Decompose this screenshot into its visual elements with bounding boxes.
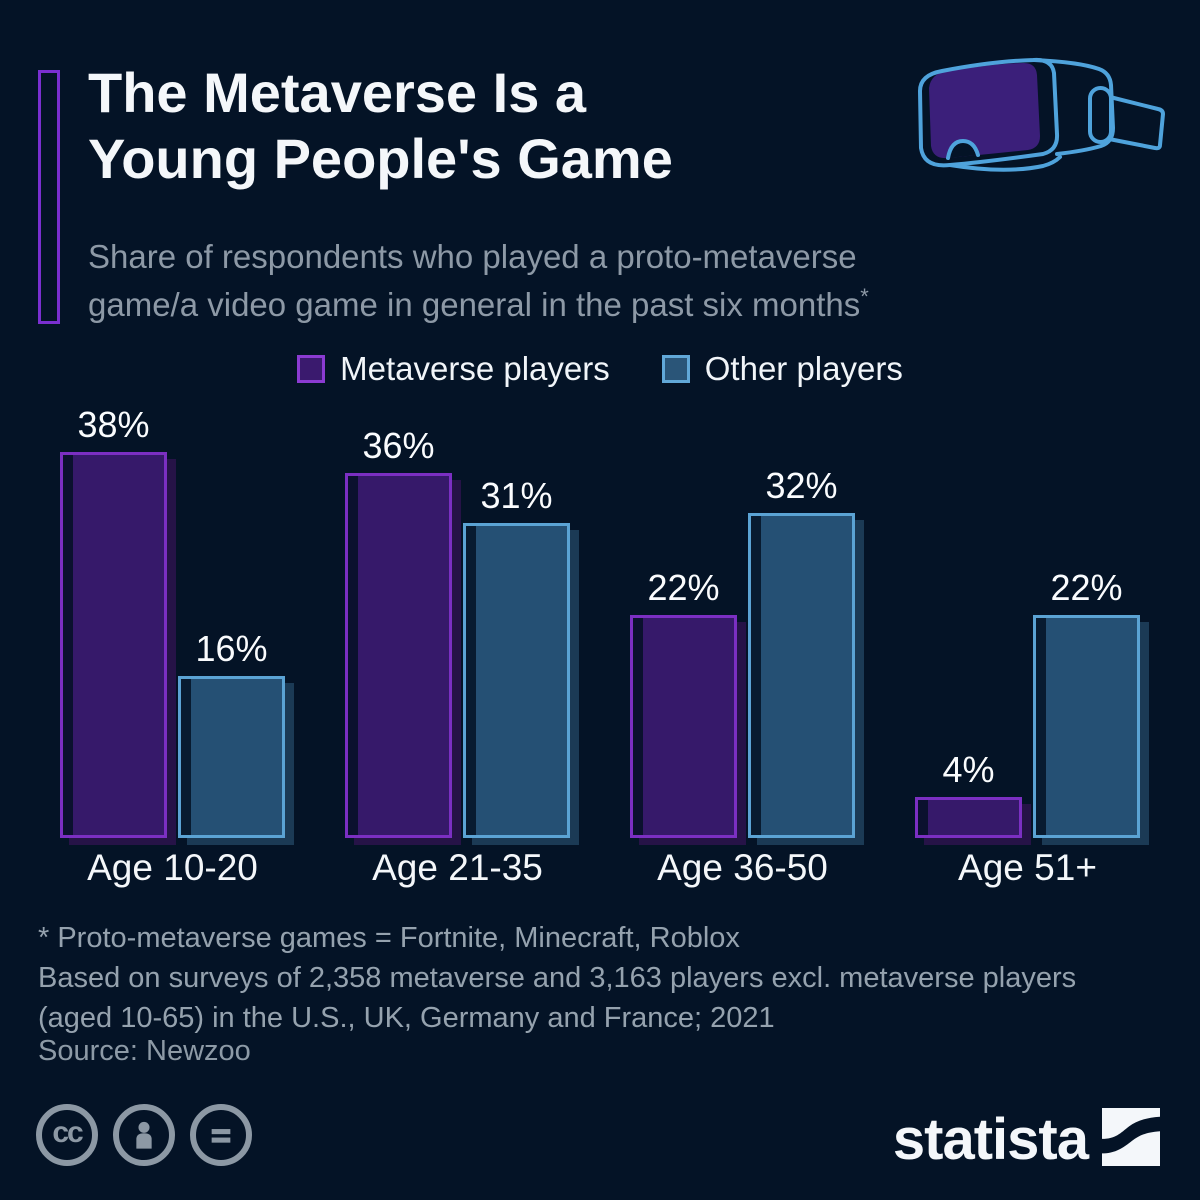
statista-logo: statista bbox=[893, 1108, 1160, 1171]
source-line: Source: Newzoo bbox=[38, 1035, 251, 1067]
bar-group: 4% 22% Age 51+ bbox=[915, 399, 1140, 889]
attribution-person-icon bbox=[113, 1104, 175, 1166]
footnote-line3: (aged 10-65) in the U.S., UK, Germany an… bbox=[38, 1002, 775, 1035]
bar-other-players bbox=[1033, 615, 1140, 838]
bar-value-label: 16% bbox=[195, 628, 268, 669]
no-derivatives-equals-icon bbox=[190, 1104, 252, 1166]
category-label: Age 10-20 bbox=[87, 847, 258, 888]
title-accent-rect bbox=[38, 70, 60, 324]
page-title-line2: Young People's Game bbox=[88, 126, 673, 190]
cc-icon: cc bbox=[36, 1104, 98, 1166]
bar-group: 36% 31% Age 21-35 bbox=[345, 399, 570, 889]
page-title-line1: The Metaverse Is a bbox=[88, 61, 587, 124]
category-label: Age 51+ bbox=[958, 847, 1097, 888]
legend-item-other-players: Other players bbox=[661, 350, 903, 388]
bar-value-label: 22% bbox=[647, 567, 720, 608]
category-label: Age 36-50 bbox=[657, 847, 828, 888]
statista-wave-icon bbox=[1102, 1108, 1160, 1171]
bar-group: 22% 32% Age 36-50 bbox=[630, 399, 855, 889]
legend-swatch-metaverse-players bbox=[297, 355, 326, 383]
bar-other-players bbox=[463, 523, 570, 838]
bar-value-label: 38% bbox=[77, 404, 150, 445]
chart-subtitle: Share of respondents who played a proto-… bbox=[88, 234, 869, 329]
bar-other-players bbox=[748, 513, 855, 838]
footnote-line2: Based on surveys of 2,358 metaverse and … bbox=[38, 962, 1077, 995]
license-icons: cc bbox=[36, 1104, 252, 1166]
bar-value-label: 22% bbox=[1050, 567, 1123, 608]
statista-logo-text: statista bbox=[892, 1106, 1089, 1172]
vr-headset-icon bbox=[893, 48, 1173, 218]
page-title: The Metaverse Is a Young People's Game bbox=[88, 60, 673, 191]
bar-other-players bbox=[178, 676, 285, 838]
bar-metaverse-players bbox=[60, 452, 167, 838]
bar-metaverse-players bbox=[915, 797, 1022, 838]
bar-value-label: 4% bbox=[942, 749, 995, 790]
footnote-asterisk: * bbox=[860, 283, 869, 309]
footnotes: * Proto-metaverse games = Fortnite, Mine… bbox=[38, 918, 1076, 1038]
legend-label-metaverse-players: Metaverse players bbox=[340, 350, 610, 387]
subtitle-line1: Share of respondents who played a proto-… bbox=[88, 238, 857, 275]
footnote-line1: * Proto-metaverse games = Fortnite, Mine… bbox=[38, 922, 740, 954]
cc-icon-text: cc bbox=[52, 1116, 83, 1149]
category-label: Age 21-35 bbox=[372, 847, 543, 888]
bar-value-label: 36% bbox=[362, 425, 435, 466]
subtitle-line2: game/a video game in general in the past… bbox=[88, 285, 861, 323]
bar-group: 38% 16% Age 10-20 bbox=[60, 399, 285, 889]
bar-value-label: 31% bbox=[480, 475, 553, 516]
legend: Metaverse players Other players bbox=[0, 350, 1200, 388]
bar-value-label: 32% bbox=[765, 465, 838, 506]
bar-chart: 38% 16% Age 10-20 36% 31% Age 21-35 22% 32% Age … bbox=[60, 399, 1140, 889]
legend-item-metaverse-players: Metaverse players bbox=[297, 350, 610, 388]
legend-label-other-players: Other players bbox=[704, 350, 903, 387]
legend-swatch-other-players bbox=[661, 355, 690, 383]
bar-metaverse-players bbox=[345, 473, 452, 838]
bar-metaverse-players bbox=[630, 615, 737, 838]
